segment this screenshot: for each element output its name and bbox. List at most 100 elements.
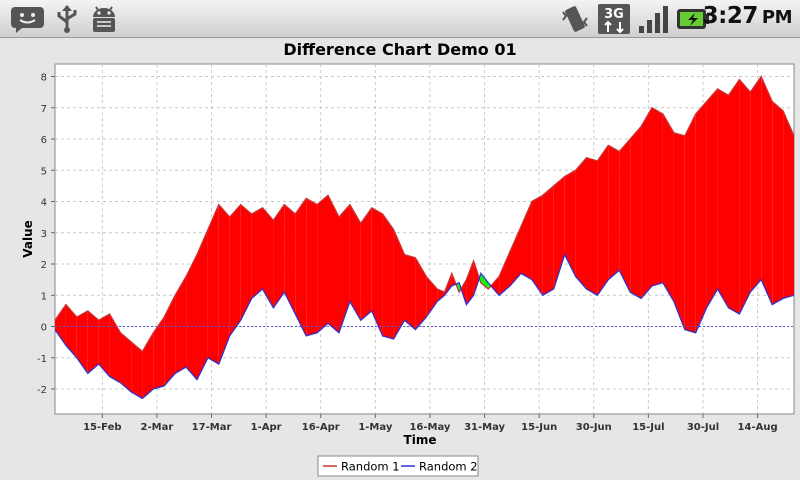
difference-segment (262, 207, 274, 308)
clock-time: 3:27 (702, 3, 759, 29)
difference-segment (87, 310, 99, 374)
y-tick-label: -1 (37, 354, 47, 365)
y-axis: -2 -1 0 1 2 3 4 5 6 7 8 (37, 73, 55, 396)
difference-segment (295, 198, 307, 336)
difference-fill (55, 76, 794, 399)
y-tick-label: -2 (37, 385, 47, 396)
usb-icon[interactable] (54, 4, 80, 34)
difference-segment (109, 314, 121, 383)
series-lines (54, 75, 795, 400)
y-tick-label: 6 (41, 135, 47, 146)
x-tick-label: 1-May (358, 422, 393, 433)
series-line-random-1 (54, 75, 795, 353)
difference-segment (608, 145, 620, 280)
x-tick-label: 31-May (464, 422, 505, 433)
y-tick-label: 0 (41, 323, 47, 334)
legend-box (317, 455, 479, 477)
x-tick-label: 1-Apr (251, 422, 282, 433)
difference-segment (510, 226, 521, 286)
y-tick-label: 2 (41, 260, 47, 271)
signal-strength-icon (639, 6, 668, 33)
difference-segment (339, 204, 350, 333)
difference-chart[interactable]: Difference Chart Demo 01 -2 -1 0 1 2 3 4 5 6 7 8 1… (0, 38, 800, 480)
difference-segment (218, 204, 230, 364)
difference-segment (480, 273, 489, 289)
difference-segment (349, 204, 361, 321)
difference-segment (164, 295, 176, 386)
difference-segment (240, 204, 252, 321)
x-tick-label: 15-Jun (521, 422, 557, 433)
difference-segment (273, 204, 285, 308)
legend-label-random-1: Random 1 (341, 460, 400, 474)
difference-segment (229, 204, 241, 336)
difference-segment (186, 254, 197, 380)
chart-title: Difference Chart Demo 01 (283, 40, 516, 59)
x-tick-label: 30-Jun (576, 422, 612, 433)
x-tick-label: 30-Jul (687, 422, 719, 433)
difference-segment (415, 257, 427, 330)
difference-segment (207, 204, 219, 364)
x-axis: 15-Feb 2-Mar 17-Mar 1-Apr 16-Apr 1-May 16-May 3… (83, 414, 778, 433)
difference-segment (473, 260, 480, 296)
y-tick-label: 4 (41, 198, 47, 209)
difference-segment (284, 204, 296, 314)
difference-segment (371, 207, 383, 336)
difference-segment (717, 89, 729, 308)
difference-segment (490, 276, 500, 296)
x-tick-label: 2-Mar (141, 422, 174, 433)
difference-segment (306, 198, 318, 336)
difference-segment (772, 101, 784, 305)
y-tick-label: 3 (41, 229, 47, 240)
difference-segment (461, 279, 467, 305)
battery-charging-icon (677, 9, 709, 29)
difference-segment (662, 114, 674, 302)
clock-suffix: PM (761, 7, 793, 28)
clock: 3:27 PM (702, 3, 793, 29)
3g-data-icon: 3G (598, 4, 630, 34)
difference-segment (382, 214, 394, 339)
difference-segment (542, 185, 554, 296)
y-axis-title: Value (21, 220, 35, 258)
difference-segment (597, 145, 609, 296)
difference-segment (131, 342, 143, 399)
x-axis-title: Time (404, 433, 437, 447)
x-tick-label: 15-Jul (632, 422, 664, 433)
series-line-random-2 (54, 252, 795, 400)
y-tick-label: 7 (41, 104, 47, 115)
difference-segment (728, 79, 740, 314)
x-tick-label: 14-Aug (738, 422, 778, 433)
difference-segment (360, 207, 372, 321)
x-tick-label: 17-Mar (192, 422, 232, 433)
difference-segment (531, 195, 543, 296)
x-tick-label: 16-Apr (302, 422, 340, 433)
difference-segment (750, 76, 762, 293)
difference-segment (437, 289, 445, 302)
x-tick-label: 15-Feb (83, 422, 121, 433)
android-debug-icon[interactable] (88, 4, 120, 34)
difference-segment (404, 254, 416, 330)
difference-segment (706, 89, 718, 308)
legend: Random 1 Random 2 (317, 455, 479, 477)
difference-segment (499, 251, 510, 296)
difference-segment (739, 79, 751, 314)
y-tick-label: 8 (41, 73, 47, 84)
difference-segment (673, 132, 685, 330)
notification-messages-icon[interactable] (10, 4, 46, 34)
difference-segment (393, 229, 405, 339)
difference-segment (317, 195, 328, 333)
difference-segment (328, 195, 339, 333)
difference-segment (120, 332, 132, 393)
difference-segment (466, 260, 474, 305)
difference-segment (553, 176, 565, 289)
difference-segment (153, 317, 165, 389)
status-bar: 3G 3:27 PM (0, 0, 800, 38)
difference-segment (575, 157, 587, 289)
difference-segment (251, 207, 263, 299)
difference-segment (641, 107, 652, 299)
difference-segment (652, 107, 663, 286)
network-label: 3G (604, 7, 624, 22)
difference-segment (695, 101, 707, 333)
difference-segment (65, 304, 77, 358)
x-tick-label: 16-May (409, 422, 450, 433)
difference-segment (564, 170, 576, 277)
